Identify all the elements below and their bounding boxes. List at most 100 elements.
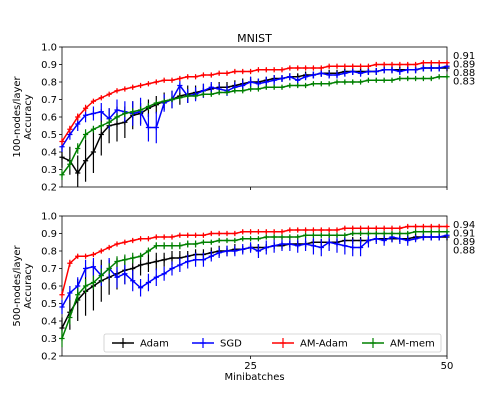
data-point: [59, 335, 65, 342]
data-point: [420, 229, 427, 235]
data-point: [114, 114, 120, 120]
data-point: [326, 81, 332, 87]
data-point: [381, 67, 387, 73]
data-point: [90, 126, 97, 132]
series-line: [61, 76, 447, 176]
data-point: [412, 229, 419, 235]
y-tick-label: 0.2: [41, 183, 57, 194]
data-point: [247, 79, 254, 85]
data-point: [98, 109, 104, 115]
data-point: [200, 72, 207, 78]
data-point: [153, 274, 159, 280]
data-point: [192, 257, 199, 263]
data-point: [271, 77, 277, 83]
data-point: [287, 82, 293, 89]
data-point: [161, 234, 167, 240]
data-point: [255, 81, 262, 87]
data-point: [90, 98, 97, 104]
data-point: [82, 283, 89, 289]
data-point: [59, 144, 65, 150]
data-point: [436, 229, 442, 235]
data-point: [310, 72, 317, 78]
data-point: [405, 75, 411, 82]
data-point: [200, 257, 207, 263]
data-point: [444, 229, 450, 235]
data-point: [287, 74, 293, 80]
chart-top-100-nodes: MNIST 0.2 0.3 0.4 0.5 0.6 0.7 0.8 0.9 1.0 100-node…: [12, 32, 475, 194]
data-point: [122, 271, 128, 277]
data-point: [420, 234, 427, 240]
data-point: [114, 107, 120, 113]
data-point: [373, 68, 379, 75]
data-point: [365, 225, 372, 231]
data-point: [373, 61, 379, 68]
data-point: [98, 272, 104, 279]
data-point: [114, 274, 120, 280]
data-point: [224, 248, 230, 254]
data-point: [161, 98, 167, 104]
data-point: [161, 271, 167, 277]
data-point: [106, 119, 112, 125]
data-point: [271, 243, 277, 249]
data-point: [153, 234, 159, 240]
data-point: [350, 244, 356, 251]
data-point: [185, 93, 191, 99]
y-tick-label: 1.0: [41, 212, 57, 223]
data-point: [153, 100, 159, 106]
data-point: [334, 241, 340, 247]
data-point: [177, 75, 183, 82]
data-point: [67, 161, 73, 167]
legend-item-am_adam: AM-Adam: [272, 338, 348, 350]
data-point: [389, 61, 395, 68]
data-point: [161, 77, 167, 83]
data-point: [271, 234, 277, 240]
y-tick-label: 0.7: [41, 264, 57, 275]
data-point: [295, 234, 301, 240]
data-point: [216, 237, 222, 244]
data-point: [106, 244, 112, 251]
data-point: [208, 84, 214, 90]
data-point: [145, 124, 152, 131]
data-point: [318, 244, 324, 251]
data-point: [130, 84, 136, 90]
data-point: [114, 241, 120, 247]
final-value-label: 0.83: [453, 77, 475, 88]
data-point: [405, 61, 411, 68]
final-value-label: 0.91: [453, 51, 475, 62]
data-point: [318, 65, 324, 71]
data-point: [67, 131, 73, 138]
data-point: [302, 232, 309, 238]
y-tick-label: 0.6: [41, 113, 57, 124]
data-point: [240, 88, 246, 94]
series-am_mem: [59, 229, 450, 348]
data-point: [75, 253, 81, 259]
data-point: [82, 253, 89, 259]
data-point: [208, 230, 214, 237]
data-point: [247, 229, 254, 235]
data-point: [208, 72, 214, 78]
data-point: [342, 225, 348, 231]
data-point: [232, 68, 238, 75]
data-point: [279, 241, 285, 247]
data-point: [114, 88, 120, 94]
data-point: [405, 237, 411, 244]
data-point: [130, 237, 136, 244]
data-point: [444, 74, 450, 80]
data-point: [82, 131, 89, 138]
data-point: [326, 72, 332, 78]
data-point: [397, 225, 403, 231]
plot-frame: [61, 46, 448, 188]
data-point: [295, 227, 301, 233]
series-sgd: [59, 62, 450, 152]
x-tick-label: 50: [441, 361, 454, 372]
data-point: [224, 89, 230, 96]
data-point: [405, 67, 411, 73]
data-point: [318, 81, 324, 87]
y-tick-label: 0.4: [41, 148, 57, 159]
y-tick-label: 0.3: [41, 165, 57, 176]
data-point: [255, 86, 262, 92]
data-point: [428, 229, 434, 235]
data-point: [334, 227, 340, 233]
data-point: [381, 61, 387, 68]
data-point: [208, 253, 214, 259]
